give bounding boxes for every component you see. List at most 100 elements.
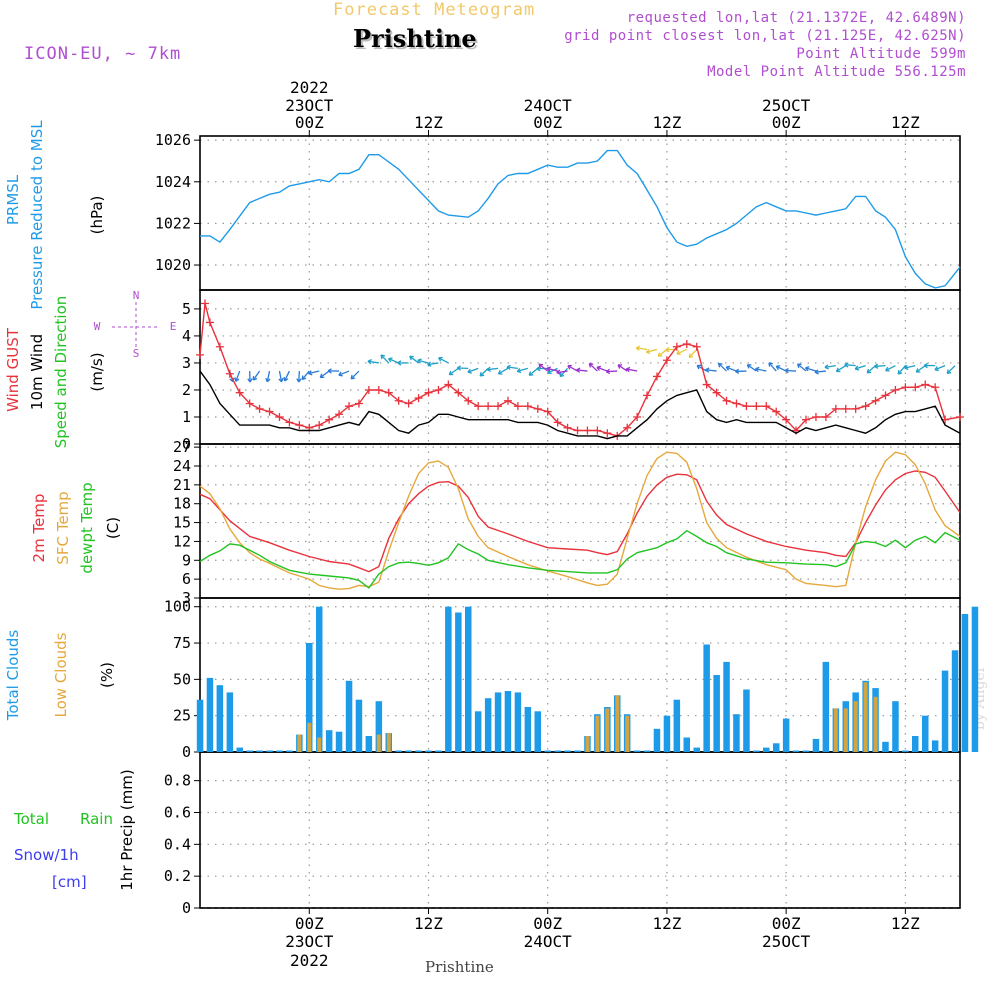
y-tick-label: 5 [182,300,191,318]
panel-frame [199,135,961,291]
wind-arrow-head [923,362,928,369]
compass-icon: N S W E [94,289,177,360]
wind-arrow-head [528,371,534,376]
wind-arrow [814,370,826,373]
cloud-bars [196,606,979,752]
axis-label-wind-2: Speed and Direction [52,296,70,449]
total-cloud-bar [316,606,323,752]
total-cloud-bar [445,606,452,752]
prmsl-line [200,149,961,289]
gust-marker [851,404,860,413]
x-date-label-top: 25OCT [762,96,811,115]
total-cloud-bar [435,750,442,752]
axis-label-pressure-0: PRMSL [4,174,22,225]
gust-marker [573,426,582,435]
gust-marker [603,429,612,438]
total-cloud-bar [633,750,641,752]
wind-arrow-head [824,364,829,370]
gust-marker [583,426,592,435]
low-cloud-bar [853,701,858,752]
axis-label-temp-1: SFC Temp [54,491,72,564]
panel-frame [199,751,961,909]
y-tick-label: 0.4 [164,835,191,853]
gust-marker [662,356,671,365]
wind-arrow-head [725,365,731,371]
total-cloud-bar [206,677,214,752]
y-tick-label: 2 [182,381,191,399]
total-cloud-bar [474,711,482,752]
wind-arrow [596,366,608,372]
total-cloud-bar [226,692,234,752]
wind-arrow-head [588,362,594,368]
gust-marker [633,412,642,421]
wind-arrow [319,370,330,379]
wind-arrow [606,370,618,373]
total-cloud-bar [733,714,740,752]
total-cloud-bar [941,670,949,752]
axis-label-temp-3: (C) [104,517,122,539]
wind-arrow-head [283,376,289,382]
total-cloud-bar [544,750,551,752]
y-tick-label: 1020 [155,256,191,274]
gust-marker [742,402,751,411]
dewpt-line [199,529,961,589]
x-tick-label-top: 00Z [533,113,562,132]
y-tick-label: 18 [173,495,191,513]
wind-arrow [388,358,399,364]
gust-marker [424,388,433,397]
y-tick-label: 0.6 [164,803,191,821]
y-tick-label: 0 [182,743,191,761]
total-cloud-bar [514,692,522,752]
y-tick-label: 1024 [155,173,191,191]
gust-marker [484,402,493,411]
axis-label-cloud-2: (%) [98,662,116,688]
wind-arrow [866,365,876,374]
wind-arrow-head [885,366,890,372]
wind-arrow-head [755,366,760,373]
wind-arrow-head [746,364,752,369]
total-cloud-bar [673,699,681,752]
gust-marker [672,342,681,351]
wind-arrow-head [417,358,422,364]
gust-markers [196,299,964,440]
y-tick-label: 3 [182,354,191,372]
total-cloud-bar [812,738,820,752]
wind-arrow [705,369,717,372]
x-date-label-bottom: 23OCT [285,932,334,951]
wind-arrow-head [904,364,909,371]
axis-label-pressure-2: (hPa) [88,196,106,235]
wind-arrow-head [438,356,443,362]
axis-label-pressure-1: Pressure Reduced to MSL [28,120,46,310]
total-cloud-bar [335,731,343,752]
wind-arrow [768,362,777,372]
gust-marker [345,402,354,411]
gust-marker [503,396,512,405]
wind-arrow [718,362,727,372]
wind10m-line [199,370,961,440]
wind-arrow-head [897,370,903,375]
precip-legend-snow: Snow/1h [14,846,79,864]
wind-arrow [755,368,767,372]
wind-arrow-head [866,368,872,374]
wind-arrow-head [596,365,602,371]
gust-marker [782,415,791,424]
wind-arrow [547,367,558,374]
gust-marker [255,404,264,413]
axis-label-temp-2: dewpt Temp [78,482,96,573]
gust-marker [265,407,274,416]
total-cloud-bar [266,750,273,752]
year-label-top: 2022 [290,78,329,97]
compass-w: W [94,320,101,333]
wind-arrow-head [775,365,781,370]
wind-arrow-head [705,367,710,373]
wind-arrow-head [946,369,952,375]
total-cloud-bar [922,715,929,752]
total-cloud-bar [693,747,700,752]
wind-arrow-head [844,362,849,368]
gust-marker [682,340,691,349]
wind-arrow-head [265,377,271,383]
gust-marker [861,402,870,411]
x-tick-label-bottom: 12Z [652,914,681,933]
total-cloud-bar [703,644,710,752]
wind-arrow [657,348,668,357]
